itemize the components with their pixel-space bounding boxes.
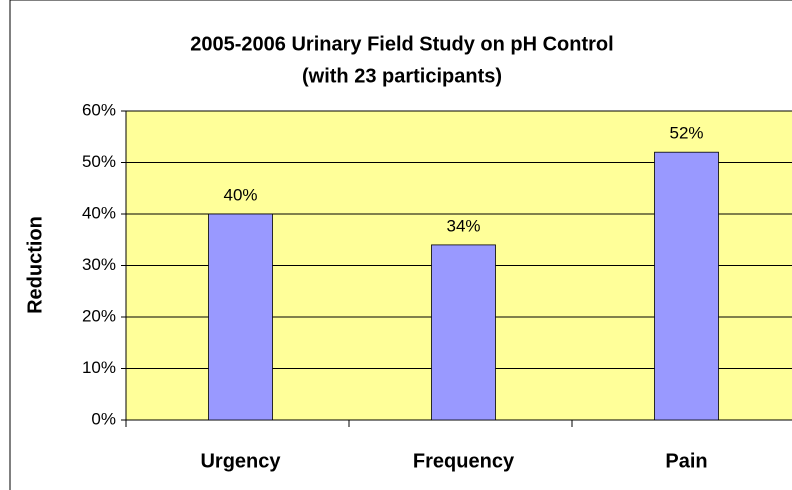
chart-subtitle: (with 23 participants) [302, 65, 502, 87]
y-axis-title: Reduction [24, 216, 46, 314]
bar [431, 244, 496, 421]
x-tick-label: Urgency [200, 450, 281, 472]
y-tick-label: 10% [82, 358, 116, 377]
y-tick-label: 0% [91, 409, 116, 428]
x-tick-label: Pain [665, 450, 707, 472]
chart-title: 2005-2006 Urinary Field Study on pH Cont… [190, 33, 613, 55]
y-tick-label: 50% [82, 152, 116, 171]
bar [208, 213, 273, 421]
data-label: 52% [669, 124, 703, 143]
y-tick-label: 30% [82, 255, 116, 274]
y-tick-label: 40% [82, 203, 116, 222]
y-tick-label: 20% [82, 306, 116, 325]
bar [654, 151, 719, 421]
y-tick-label: 60% [82, 100, 116, 119]
data-label: 34% [446, 216, 480, 235]
data-label: 40% [223, 185, 257, 204]
x-tick-label: Frequency [413, 450, 515, 472]
